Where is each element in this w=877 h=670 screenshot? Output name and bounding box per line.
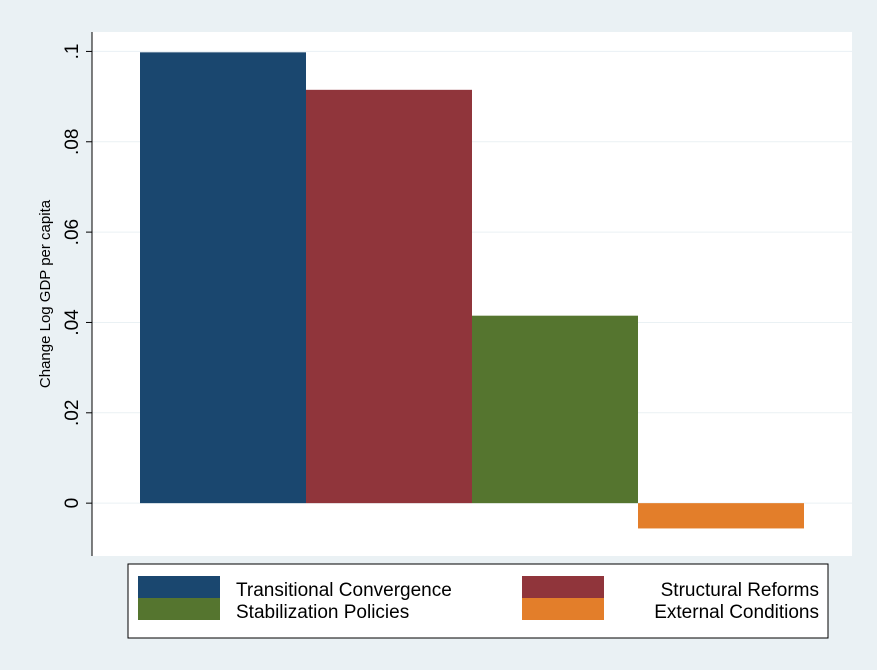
y-tick-label: .04: [62, 309, 83, 336]
legend-label: Structural Reforms: [661, 580, 819, 601]
y-axis-title: Change Log GDP per capita: [37, 199, 54, 388]
y-tick-label: .02: [62, 400, 83, 426]
legend-key: [522, 576, 604, 598]
bar-structural-reforms: [306, 89, 472, 504]
legend-key: [138, 576, 220, 598]
y-tick-label: .08: [62, 129, 83, 155]
legend: Transitional Convergence Structural Refor…: [127, 563, 829, 639]
legend-key: [138, 598, 220, 620]
legend-key: [522, 598, 604, 620]
bars: [140, 52, 804, 529]
bar-transitional-convergence: [140, 52, 306, 504]
legend-label: Stabilization Policies: [236, 602, 409, 623]
bar-external-conditions: [638, 503, 804, 529]
legend-label: Transitional Convergence: [236, 580, 452, 601]
y-tick-label: 0: [62, 498, 83, 509]
y-tick-label: .1: [62, 43, 83, 59]
y-tick-label: .06: [62, 219, 83, 245]
legend-box: [127, 563, 829, 639]
legend-label: External Conditions: [654, 602, 819, 623]
y-axis-ticks: 0 .02 .04 .06 .08 .1: [62, 43, 92, 508]
bar-stabilization-policies: [472, 315, 638, 504]
